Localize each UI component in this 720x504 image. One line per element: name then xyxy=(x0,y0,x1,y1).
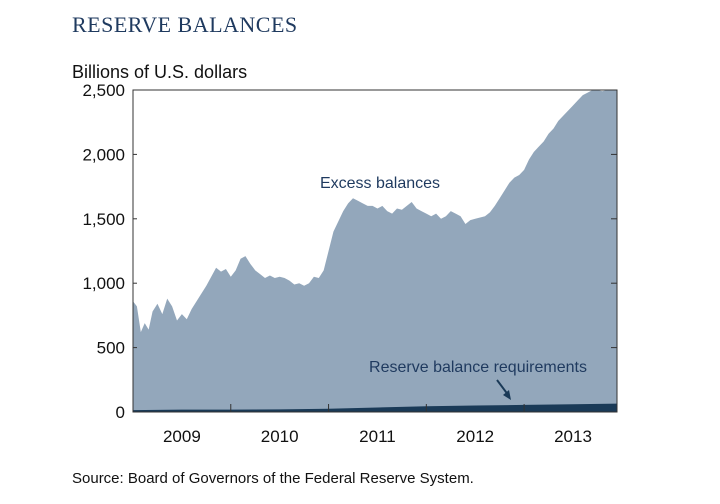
x-tick-label: 2010 xyxy=(261,427,299,446)
y-tick-label: 2,000 xyxy=(82,145,125,164)
annotation-arrowhead xyxy=(503,390,511,400)
y-tick-label: 1,000 xyxy=(82,274,125,293)
y-tick-label: 1,500 xyxy=(82,210,125,229)
excess-balances-area xyxy=(133,90,617,412)
x-tick-label: 2012 xyxy=(456,427,494,446)
y-tick-label: 0 xyxy=(116,403,125,422)
source-note: Source: Board of Governors of the Federa… xyxy=(72,470,474,487)
x-tick-label: 2009 xyxy=(163,427,201,446)
x-tick-label: 2013 xyxy=(554,427,592,446)
x-tick-label: 2011 xyxy=(359,427,396,446)
y-tick-label: 500 xyxy=(97,339,125,358)
plot-area: 0 500 1,000 1,500 2,000 2,500 2009 2010 2011 2012… xyxy=(82,81,618,446)
plot-frame xyxy=(132,89,618,413)
y-axis-label: Billions of U.S. dollars xyxy=(72,62,248,82)
y-tick-label: 2,500 xyxy=(82,81,125,100)
reserve-requirements-label: Reserve balance requirements xyxy=(369,359,587,376)
reserve-requirements-area xyxy=(133,403,617,412)
chart-title: RESERVE BALANCES xyxy=(72,12,298,37)
excess-balances-label: Excess balances xyxy=(320,175,440,192)
